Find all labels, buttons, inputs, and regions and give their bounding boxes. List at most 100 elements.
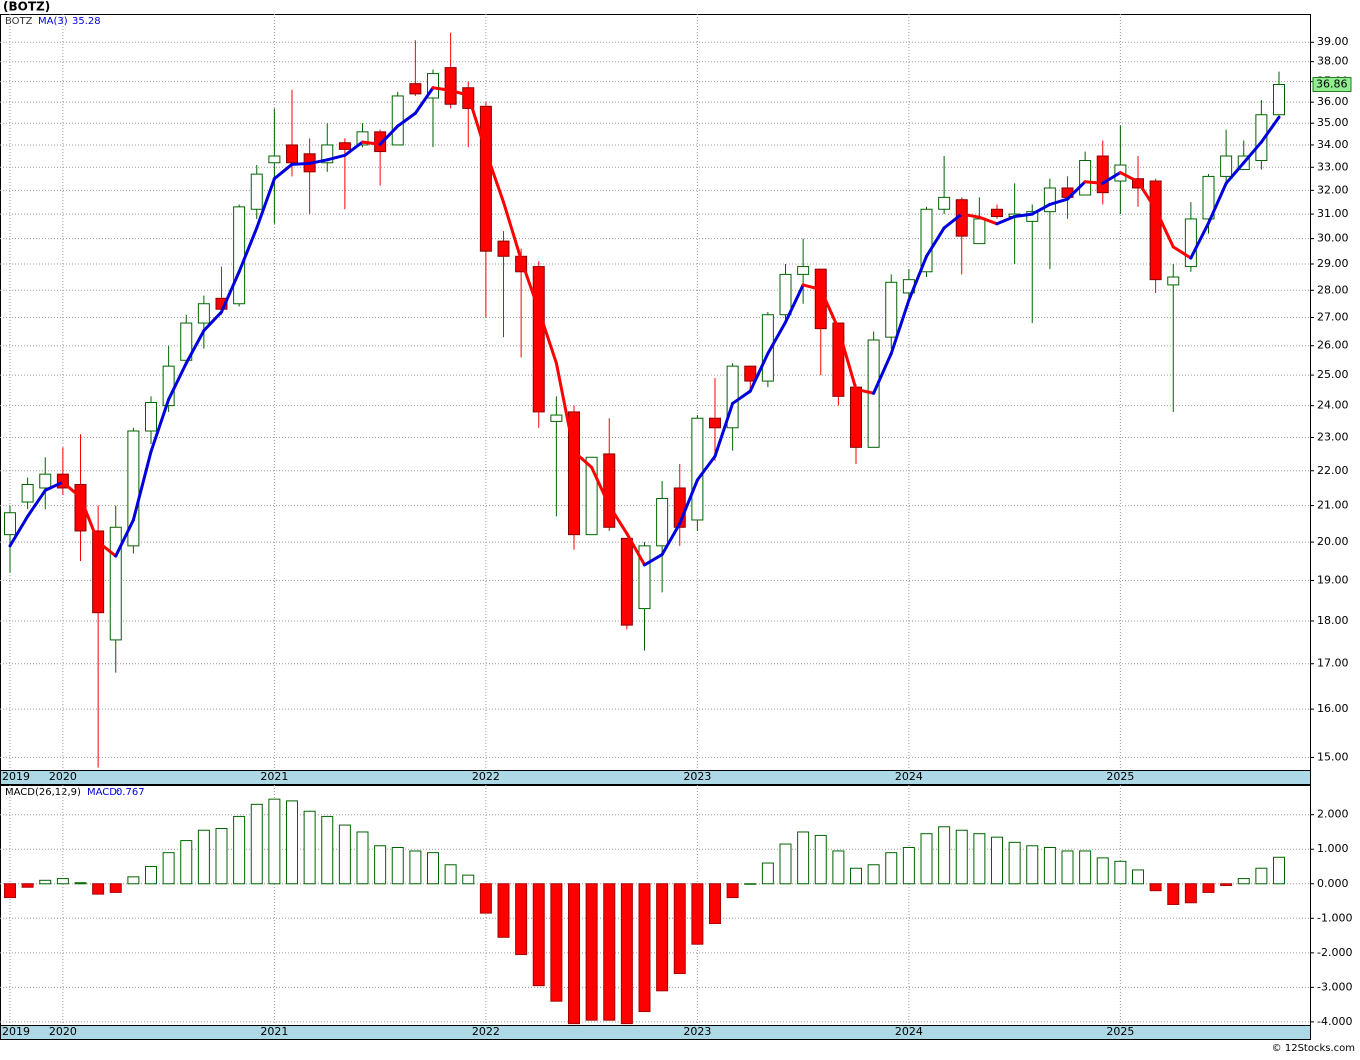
macd-bar: [1237, 878, 1250, 885]
candle-body: [550, 414, 563, 422]
candle-body: [479, 105, 492, 252]
candle-body: [391, 95, 404, 146]
ma-segment: [925, 226, 946, 258]
macd-bar: [620, 883, 633, 1025]
candle-body: [656, 497, 669, 547]
candle-body: [1079, 160, 1092, 196]
candle-body: [92, 530, 105, 614]
ma-segment: [1171, 245, 1193, 260]
y-tick-label: 29.00: [1317, 257, 1349, 270]
macd-label: MACD:: [87, 787, 120, 798]
macd-bar: [127, 876, 140, 885]
ma-segment: [378, 124, 400, 146]
ma-segment: [308, 158, 329, 165]
candle-body: [444, 67, 457, 105]
year-band: [0, 1025, 1311, 1040]
chart-title: (BOTZ): [3, 0, 50, 14]
ma-segment: [272, 162, 294, 181]
macd-bar: [938, 826, 951, 885]
macd-bar: [955, 829, 968, 885]
ma-segment: [695, 454, 717, 482]
ma-segment: [590, 465, 611, 508]
candle-body: [1043, 187, 1056, 213]
candle-body: [1096, 155, 1109, 194]
macd-bar: [1061, 850, 1074, 885]
macd-bar: [321, 815, 334, 885]
macd-bar: [691, 883, 704, 945]
macd-bar: [761, 862, 774, 885]
ma-segment: [237, 226, 259, 274]
y-tick-label: 20.00: [1317, 535, 1349, 548]
macd-bar: [1026, 845, 1039, 885]
macd-bar: [1255, 867, 1268, 885]
ma-segment: [1118, 171, 1140, 184]
ma-segment: [854, 387, 876, 395]
macd-bar: [250, 803, 263, 885]
y-tick-label: -3.000: [1317, 980, 1352, 993]
ma-segment: [872, 352, 893, 395]
macd-bar: [409, 850, 422, 885]
candle-body: [638, 545, 651, 610]
y-tick-label: 24.00: [1317, 399, 1349, 412]
ma-segment: [1136, 180, 1158, 211]
ma-segment: [26, 488, 47, 518]
ma-segment: [572, 450, 594, 469]
macd-bar: [991, 836, 1003, 885]
y-tick-label: 35.00: [1317, 116, 1349, 129]
candle-body: [409, 83, 422, 95]
x-tick-label: 2022: [472, 770, 500, 783]
macd-bar: [779, 843, 792, 885]
ma-segment: [114, 518, 135, 558]
macd-panel: [0, 785, 1311, 1026]
ma-segment: [537, 308, 558, 365]
macd-bar: [56, 878, 69, 885]
ma-segment: [907, 254, 928, 302]
y-tick-label: 32.00: [1317, 183, 1349, 196]
macd-bar: [197, 829, 210, 885]
macd-bar: [145, 865, 157, 885]
macd-bar: [832, 850, 845, 885]
macd-bar: [638, 883, 651, 1013]
candle-body: [920, 208, 933, 273]
y-tick-label: 27.00: [1317, 310, 1349, 323]
macd-bar: [920, 833, 933, 885]
macd-value: 0.767: [116, 787, 145, 798]
ma-segment: [1259, 115, 1281, 144]
price-panel: [0, 14, 1311, 785]
ma-segment: [184, 329, 206, 365]
macd-bar: [867, 864, 880, 885]
macd-bar: [1202, 883, 1215, 893]
ma-segment: [836, 327, 858, 391]
candle-body: [145, 402, 157, 432]
macd-bar: [550, 883, 563, 1002]
macd-bar: [532, 883, 545, 987]
candle-body: [233, 206, 246, 305]
y-tick-label: 1.000: [1317, 842, 1349, 855]
macd-bar: [338, 824, 351, 885]
macd-bar: [39, 879, 52, 885]
candle-body: [286, 144, 298, 164]
candle-body: [109, 526, 122, 641]
ma-segment: [1066, 180, 1087, 201]
ma-segment: [413, 86, 435, 115]
y-tick-label: 25.00: [1317, 368, 1349, 381]
y-tick-label: 26.00: [1317, 339, 1349, 352]
ma-segment: [801, 283, 823, 291]
y-tick-label: 33.00: [1317, 160, 1349, 173]
y-tick-label: 2.000: [1317, 808, 1349, 821]
macd-bar: [286, 800, 298, 885]
legend-ticker: BOTZ: [5, 16, 33, 27]
ma-segment: [643, 553, 664, 567]
candle-body: [1167, 276, 1180, 286]
x-tick-label: 2024: [895, 1025, 923, 1038]
candle-body: [603, 453, 616, 528]
ma-segment: [431, 86, 453, 92]
candle-body: [585, 456, 598, 536]
macd-bar: [1184, 883, 1197, 904]
macd-bar: [1149, 883, 1162, 892]
macd-bar: [603, 883, 616, 1021]
legend-ma: MA(3): [38, 16, 68, 27]
ma-segment: [625, 532, 646, 567]
candle-body: [797, 266, 810, 275]
